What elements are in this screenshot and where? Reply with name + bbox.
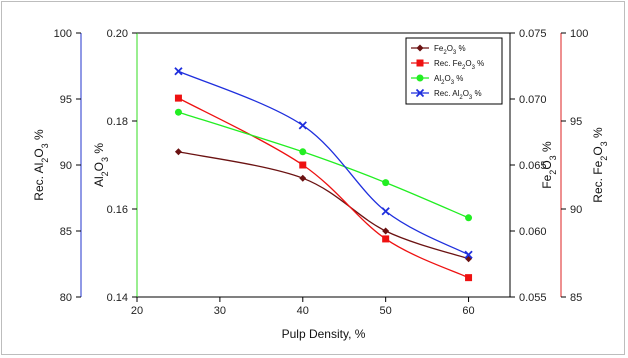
rec-al2o3-axis-title: Rec. Al2O3 %: [32, 129, 50, 201]
data-point-diamond: [299, 174, 307, 182]
y-tick-label: 0.060: [519, 226, 547, 238]
y-tick-label: 90: [570, 204, 582, 216]
data-point-diamond: [174, 148, 182, 156]
x-tick-label: 50: [380, 305, 392, 317]
legend-label: Rec. Fe2O3 %: [434, 59, 484, 71]
x-axis-label: Pulp Density, %: [282, 327, 366, 341]
y-tick-label: 0.18: [107, 116, 128, 128]
x-marker-stroke: [298, 121, 307, 130]
data-point-circle: [174, 108, 182, 116]
data-point-square: [299, 161, 307, 169]
series-line-3: [178, 70, 469, 256]
y-tick-label: 80: [60, 292, 72, 304]
y-tick-label: 0.070: [519, 94, 547, 106]
x-tick-label: 60: [462, 305, 474, 317]
y-tick-label: 85: [570, 292, 582, 304]
x-marker-stroke: [464, 250, 473, 259]
y-tick-label: 85: [60, 226, 72, 238]
legend-marker: [416, 44, 424, 52]
y-tick-label: 0.14: [107, 292, 128, 304]
data-point-x: [174, 67, 183, 76]
data-point-circle: [382, 179, 390, 187]
fe2o3-axis-title: Fe2O3 %: [540, 141, 558, 189]
y-tick-label: 0.065: [519, 160, 547, 172]
legend-label: Rec. Al2O3 %: [434, 89, 482, 101]
al2o3-axis-title: Al2O3 %: [92, 143, 110, 187]
data-point-square: [174, 94, 182, 102]
data-point-x: [381, 207, 390, 216]
legend-label: Al2O3 %: [434, 74, 463, 86]
y-tick-label: 95: [60, 94, 72, 106]
y-tick-label: 90: [60, 160, 72, 172]
series-line-2: [178, 111, 469, 219]
legend-marker: [416, 74, 424, 82]
data-point-square: [465, 274, 473, 282]
data-point-square: [382, 235, 390, 243]
y-tick-label: 95: [570, 116, 582, 128]
data-point-x: [298, 121, 307, 130]
x-tick-label: 40: [297, 305, 309, 317]
y-tick-label: 0.055: [519, 292, 547, 304]
y-tick-label: 100: [570, 28, 588, 40]
legend-marker: [415, 88, 425, 98]
legend-label: Fe2O3 %: [434, 44, 466, 56]
x-tick-label: 20: [131, 305, 143, 317]
data-point-circle: [465, 214, 473, 222]
x-tick-label: 30: [214, 305, 226, 317]
y-tick-label: 0.075: [519, 28, 547, 40]
legend-marker: [416, 59, 424, 67]
y-tick-label: 0.20: [107, 28, 128, 40]
data-point-circle: [299, 148, 307, 156]
data-point-diamond: [382, 227, 390, 235]
y-tick-label: 100: [54, 28, 72, 40]
y-tick-label: 0.16: [107, 204, 128, 216]
series-line-0: [178, 151, 469, 260]
data-point-x: [464, 250, 473, 259]
x-marker-stroke: [174, 67, 183, 76]
x-marker-stroke: [381, 207, 390, 216]
rec-fe2o3-axis-title: Rec. Fe2O3 %: [591, 127, 609, 203]
series-line-1: [178, 97, 469, 279]
x-marker-stroke: [415, 88, 425, 98]
